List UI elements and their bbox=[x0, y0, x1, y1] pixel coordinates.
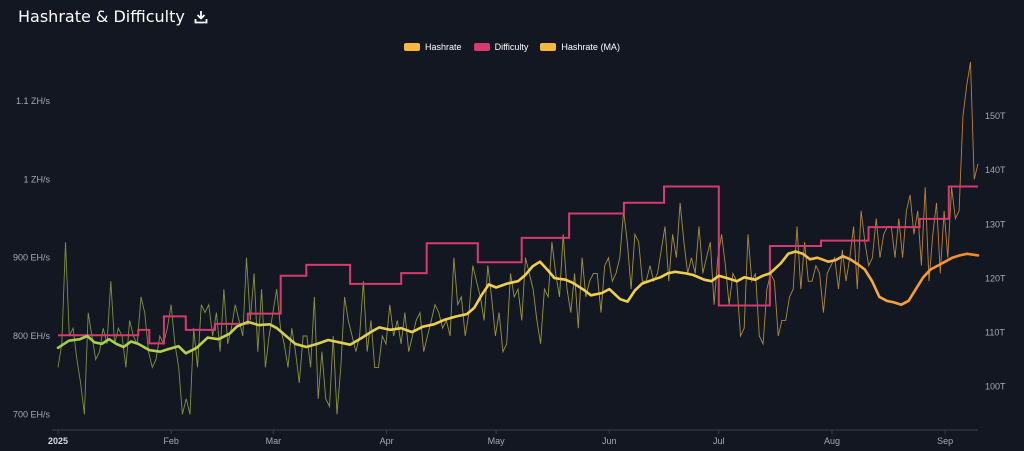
x-tick-label: May bbox=[488, 436, 506, 446]
y-left-tick-label: 1.1 ZH/s bbox=[16, 96, 51, 106]
chart-header: Hashrate & Difficulty bbox=[18, 7, 208, 26]
legend-swatch-hashrate bbox=[404, 43, 421, 51]
x-axis-ticks: 2025 Feb Mar Apr May Jun Jul Aug Sep bbox=[48, 430, 953, 446]
x-tick-label: Feb bbox=[163, 436, 179, 446]
hashrate-ma-line bbox=[56, 250, 980, 355]
legend-label-difficulty: Difficulty bbox=[494, 42, 529, 52]
x-tick-label: Sep bbox=[937, 436, 953, 446]
x-tick-label: Mar bbox=[266, 436, 282, 446]
hashrate-ma-series bbox=[56, 250, 980, 355]
legend-swatch-hashrate-ma bbox=[540, 43, 557, 51]
x-tick-label: Jul bbox=[713, 436, 725, 446]
x-tick-label: Jun bbox=[602, 436, 617, 446]
x-tick-label: Apr bbox=[380, 436, 394, 446]
y-right-tick-label: 140T bbox=[985, 165, 1006, 175]
x-tick-label: 2025 bbox=[48, 436, 68, 446]
y-right-tick-label: 120T bbox=[985, 273, 1006, 283]
y-right-tick-label: 130T bbox=[985, 219, 1006, 229]
y-left-tick-label: 900 EH/s bbox=[13, 253, 51, 263]
chart-title: Hashrate & Difficulty bbox=[18, 7, 185, 26]
hashrate-line bbox=[57, 61, 979, 415]
chart-legend: Hashrate Difficulty Hashrate (MA) bbox=[0, 42, 1024, 52]
download-icon[interactable] bbox=[194, 10, 208, 24]
legend-item-hashrate[interactable]: Hashrate bbox=[404, 42, 462, 52]
y-axis-right: 100T 110T 120T 130T 140T 150T bbox=[985, 111, 1006, 392]
x-tick-label: Aug bbox=[824, 436, 840, 446]
legend-swatch-difficulty bbox=[473, 43, 490, 51]
legend-label-hashrate-ma: Hashrate (MA) bbox=[561, 42, 620, 52]
y-left-tick-label: 800 EH/s bbox=[13, 331, 51, 341]
legend-item-hashrate-ma[interactable]: Hashrate (MA) bbox=[540, 42, 620, 52]
y-right-tick-label: 100T bbox=[985, 382, 1006, 392]
legend-label-hashrate: Hashrate bbox=[425, 42, 462, 52]
difficulty-series bbox=[58, 185, 978, 345]
y-right-tick-label: 150T bbox=[985, 111, 1006, 121]
y-left-tick-label: 700 EH/s bbox=[13, 409, 51, 419]
difficulty-line bbox=[58, 185, 978, 345]
y-axis-left: 700 EH/s 800 EH/s 900 EH/s 1 ZH/s 1.1 ZH/s bbox=[13, 96, 51, 419]
hashrate-series bbox=[57, 61, 979, 415]
y-left-tick-label: 1 ZH/s bbox=[23, 174, 50, 184]
legend-item-difficulty[interactable]: Difficulty bbox=[473, 42, 529, 52]
y-right-tick-label: 110T bbox=[985, 328, 1005, 338]
